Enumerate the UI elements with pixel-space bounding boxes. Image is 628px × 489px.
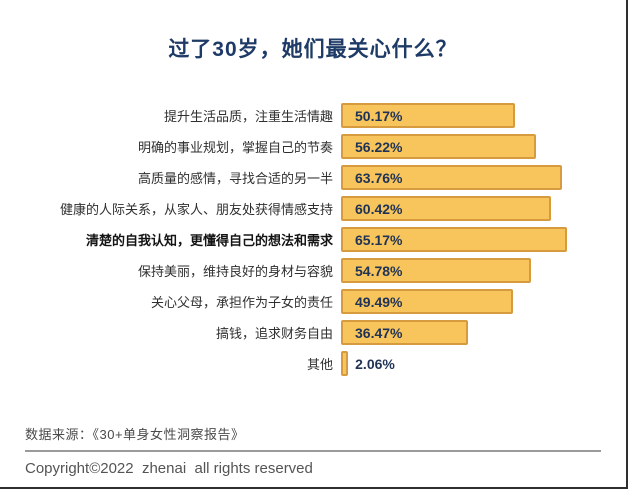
value-label: 65.17% bbox=[355, 231, 403, 248]
bar-track: 50.17% bbox=[341, 103, 516, 128]
category-label: 其他 bbox=[306, 357, 333, 372]
bar bbox=[341, 351, 349, 376]
chart-row: 健康的人际关系，从家人、朋友处获得情感支持 60.42% bbox=[25, 196, 616, 221]
value-label: 2.06% bbox=[355, 355, 395, 372]
chart-row: 高质量的感情，寻找合适的另一半 63.76% bbox=[25, 165, 616, 190]
bar: 56.22% bbox=[341, 134, 537, 159]
chart-row: 提升生活品质，注重生活情趣 50.17% bbox=[25, 103, 616, 128]
chart-title: 过了30岁，她们最关心什么？ bbox=[168, 38, 458, 61]
value-label: 60.42% bbox=[355, 200, 403, 217]
category-label: 高质量的感情，寻找合适的另一半 bbox=[137, 171, 333, 186]
value-label: 36.47% bbox=[355, 324, 403, 341]
value-label: 63.76% bbox=[355, 169, 403, 186]
chart-rows: 提升生活品质，注重生活情趣 50.17% 明确的事业规划，掌握自己的节奏 56.22%… bbox=[25, 103, 616, 382]
chart-row: 关心父母，承担作为子女的责任 49.49% bbox=[25, 289, 616, 314]
value-label: 50.17% bbox=[355, 107, 403, 124]
category-label: 健康的人际关系，从家人、朋友处获得情感支持 bbox=[59, 202, 333, 217]
bar: 49.49% bbox=[341, 289, 513, 314]
category-label: 关心父母，承担作为子女的责任 bbox=[150, 295, 333, 310]
chart-row: 其他 2.06% bbox=[25, 351, 616, 376]
footer-divider bbox=[25, 450, 601, 452]
category-label: 提升生活品质，注重生活情趣 bbox=[163, 109, 333, 124]
value-label: 56.22% bbox=[355, 138, 403, 155]
bar: 65.17% bbox=[341, 227, 568, 252]
category-label: 明确的事业规划，掌握自己的节奏 bbox=[137, 140, 333, 155]
bar: 60.42% bbox=[341, 196, 551, 221]
chart-row: 保持美丽，维持良好的身材与容貌 54.78% bbox=[25, 258, 616, 283]
chart-row: 搞钱，追求财务自由 36.47% bbox=[25, 320, 616, 345]
category-label: 清楚的自我认知，更懂得自己的想法和需求 bbox=[85, 233, 333, 248]
chart-row: 清楚的自我认知，更懂得自己的想法和需求 65.17% bbox=[25, 227, 616, 252]
bar-track: 63.76% bbox=[341, 165, 563, 190]
bar-track: 36.47% bbox=[341, 320, 468, 345]
data-source-note: 数据来源：《30+单身女性洞察报告》 bbox=[25, 427, 245, 442]
bar: 50.17% bbox=[341, 103, 516, 128]
category-label: 保持美丽，维持良好的身材与容貌 bbox=[137, 264, 333, 279]
bar-track: 54.78% bbox=[341, 258, 532, 283]
value-label: 54.78% bbox=[355, 262, 403, 279]
bar: 54.78% bbox=[341, 258, 532, 283]
bar-track: 56.22% bbox=[341, 134, 537, 159]
bar-track: 60.42% bbox=[341, 196, 551, 221]
value-label: 49.49% bbox=[355, 293, 403, 310]
bar: 36.47% bbox=[341, 320, 468, 345]
chart-row: 明确的事业规划，掌握自己的节奏 56.22% bbox=[25, 134, 616, 159]
bar-track: 65.17% bbox=[341, 227, 568, 252]
category-label: 搞钱，追求财务自由 bbox=[215, 326, 333, 341]
bar: 63.76% bbox=[341, 165, 563, 190]
copyright-note: Copyright©2022 zhenai all rights reserve… bbox=[25, 460, 313, 477]
bar-track: 2.06% bbox=[341, 351, 395, 376]
bar-track: 49.49% bbox=[341, 289, 513, 314]
chart-footer: 数据来源：《30+单身女性洞察报告》 Copyright©2022 zhenai… bbox=[25, 424, 601, 477]
